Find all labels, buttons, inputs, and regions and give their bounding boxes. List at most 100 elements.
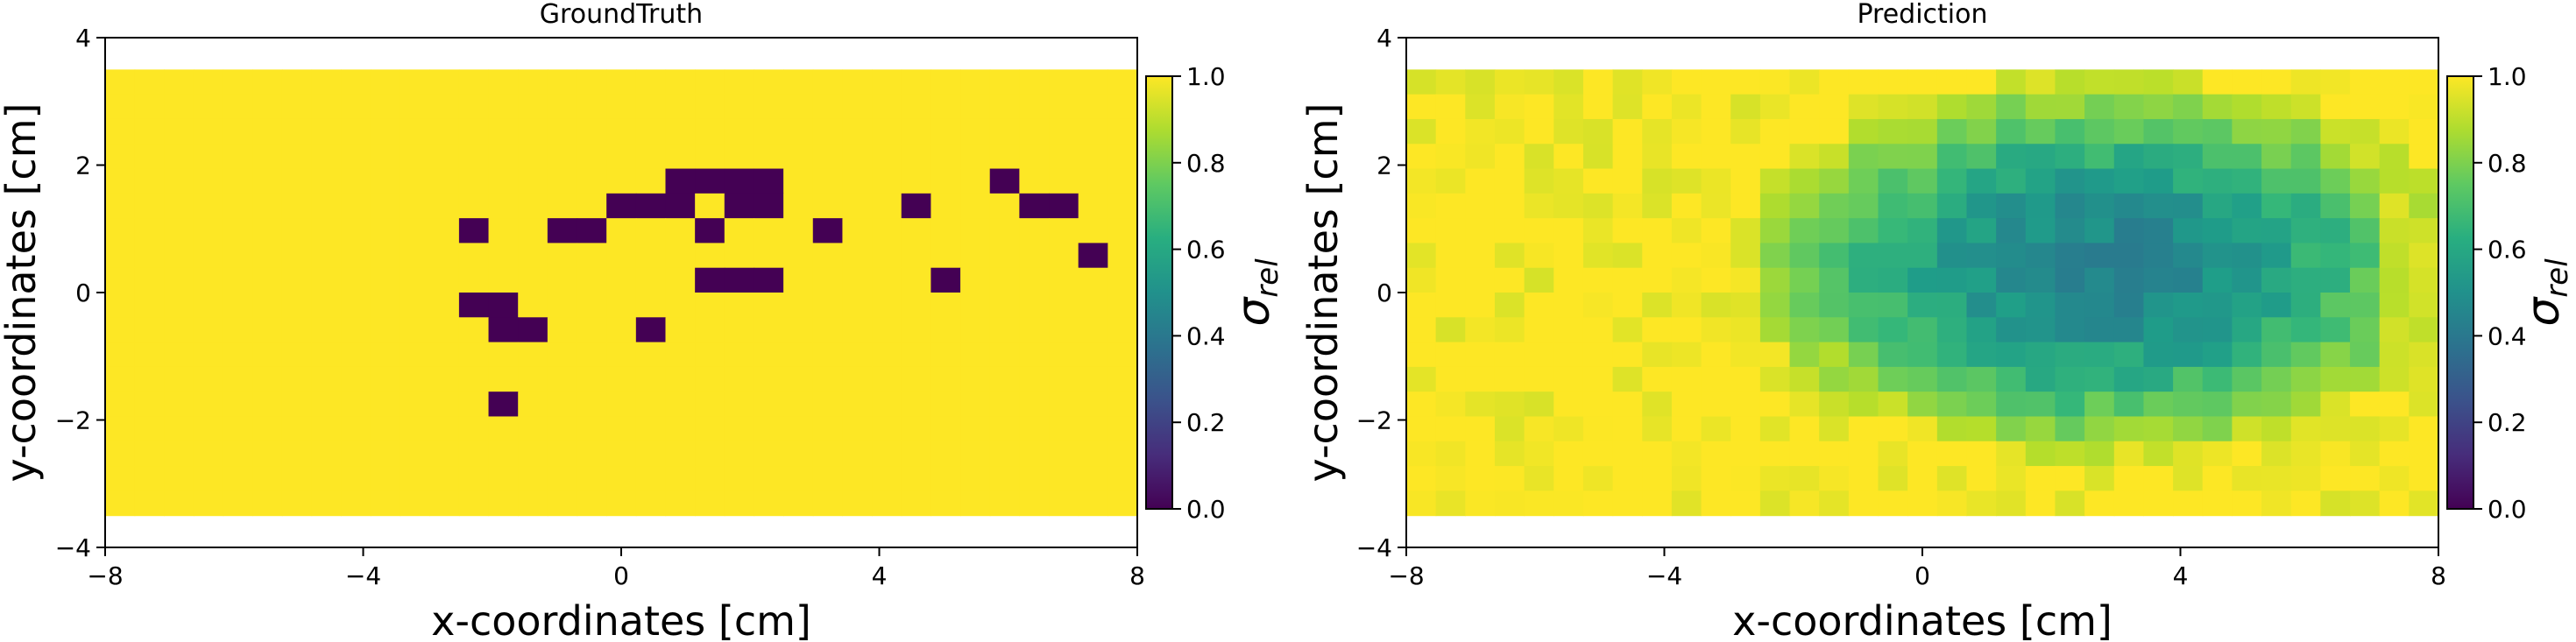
heatmap-cell xyxy=(2379,392,2410,418)
heatmap-cell xyxy=(2025,490,2056,517)
heatmap-cell xyxy=(1907,168,1938,194)
heatmap-cell xyxy=(1553,441,1584,467)
heatmap-cell xyxy=(281,118,313,145)
heatmap-cell xyxy=(2320,193,2351,219)
heatmap-cell xyxy=(488,94,519,120)
heatmap-cell xyxy=(577,118,607,145)
heatmap-cell xyxy=(311,193,342,219)
heatmap-cell xyxy=(1701,466,1731,491)
heatmap-cell xyxy=(2055,317,2085,343)
heatmap-cell xyxy=(1671,392,1702,418)
heatmap-cell xyxy=(164,317,195,343)
heatmap-cell xyxy=(2113,293,2145,318)
heatmap-cell xyxy=(2232,490,2262,517)
heatmap-cell xyxy=(754,392,784,418)
heatmap-cell xyxy=(2379,218,2410,244)
heatmap-cell xyxy=(2409,144,2439,170)
heatmap-cell xyxy=(1108,168,1138,194)
heatmap-cell xyxy=(812,416,844,442)
heatmap-cell xyxy=(2113,392,2145,418)
heatmap-cell xyxy=(2320,342,2351,368)
heatmap-cell xyxy=(1789,94,1820,120)
heatmap-cell xyxy=(1936,317,1968,343)
heatmap-cell xyxy=(2261,416,2292,442)
heatmap-cell xyxy=(1435,94,1466,120)
heatmap-cell xyxy=(2084,293,2115,318)
heatmap-cell xyxy=(931,392,961,418)
heatmap-cell xyxy=(783,69,814,95)
heatmap-cell xyxy=(754,342,784,368)
heatmap-cell xyxy=(1642,366,1673,392)
heatmap-cell xyxy=(695,490,725,517)
heatmap-cell xyxy=(1108,441,1138,467)
heatmap-cell xyxy=(1406,118,1437,145)
heatmap-cell xyxy=(1671,342,1702,368)
heatmap-cell xyxy=(2409,466,2439,491)
heatmap-cell xyxy=(1582,267,1614,293)
heatmap-cell xyxy=(164,342,195,368)
heatmap-cell xyxy=(665,168,696,194)
heatmap-cell xyxy=(1553,118,1584,145)
heatmap-cell xyxy=(547,168,578,194)
heatmap-cell xyxy=(1494,193,1525,219)
heatmap-cell xyxy=(370,441,401,467)
heatmap-cell xyxy=(724,342,755,368)
groundtruth-colorbar-label-sub: rel xyxy=(1250,258,1285,298)
y-tick-label: −4 xyxy=(55,533,91,562)
heatmap-cell xyxy=(2290,366,2321,392)
heatmap-cell xyxy=(281,267,313,293)
heatmap-cell xyxy=(1524,293,1554,318)
heatmap-cell xyxy=(2025,218,2056,244)
heatmap-cell xyxy=(812,193,844,219)
heatmap-cell xyxy=(1582,118,1614,145)
heatmap-cell xyxy=(2173,466,2204,491)
x-tick-label: −8 xyxy=(87,561,123,590)
heatmap-cell xyxy=(2320,317,2351,343)
heatmap-cell xyxy=(1553,342,1584,368)
heatmap-cell xyxy=(2320,69,2351,95)
heatmap-cell xyxy=(2084,94,2115,120)
groundtruth-ylabel: y-coordinates [cm] xyxy=(0,103,45,483)
heatmap-cell xyxy=(1019,243,1050,269)
groundtruth-y-ticks: −4 −2 0 2 4 xyxy=(55,24,105,562)
x-tick-label: 0 xyxy=(1914,561,1930,590)
heatmap-cell xyxy=(458,342,490,368)
heatmap-cell xyxy=(1494,466,1525,491)
heatmap-cell xyxy=(547,69,578,95)
heatmap-cell xyxy=(812,243,844,269)
heatmap-cell xyxy=(2025,267,2056,293)
heatmap-cell xyxy=(400,392,430,418)
heatmap-cell xyxy=(1642,267,1673,293)
heatmap-cell xyxy=(1049,366,1079,392)
heatmap-cell xyxy=(223,416,253,442)
heatmap-cell xyxy=(429,293,460,318)
heatmap-cell xyxy=(1494,293,1525,318)
heatmap-cell xyxy=(1936,342,1968,368)
heatmap-cell xyxy=(1759,366,1791,392)
heatmap-cell xyxy=(1524,69,1554,95)
groundtruth-colorbar: 0.0 0.2 0.4 0.6 0.8 1.0 σrel xyxy=(1145,62,1285,524)
heatmap-cell xyxy=(812,69,844,95)
heatmap-cell xyxy=(1465,466,1496,491)
heatmap-cell xyxy=(989,218,1020,244)
heatmap-cell xyxy=(2084,193,2115,219)
heatmap-cell xyxy=(2320,267,2351,293)
heatmap-cell xyxy=(429,94,460,120)
heatmap-cell xyxy=(1730,366,1761,392)
heatmap-cell xyxy=(1465,267,1496,293)
colorbar-tick-label: 0.4 xyxy=(1186,321,1226,350)
heatmap-cell xyxy=(311,69,342,95)
heatmap-cell xyxy=(2290,69,2321,95)
heatmap-cell xyxy=(872,168,902,194)
heatmap-cell xyxy=(281,441,313,467)
heatmap-cell xyxy=(547,193,578,219)
heatmap-cell xyxy=(665,218,696,244)
heatmap-cell xyxy=(1907,392,1938,418)
heatmap-cell xyxy=(2025,317,2056,343)
heatmap-cell xyxy=(635,168,667,194)
heatmap-cell xyxy=(1524,144,1554,170)
heatmap-cell xyxy=(1078,168,1108,194)
heatmap-cell xyxy=(2055,392,2085,418)
heatmap-cell xyxy=(2113,267,2145,293)
